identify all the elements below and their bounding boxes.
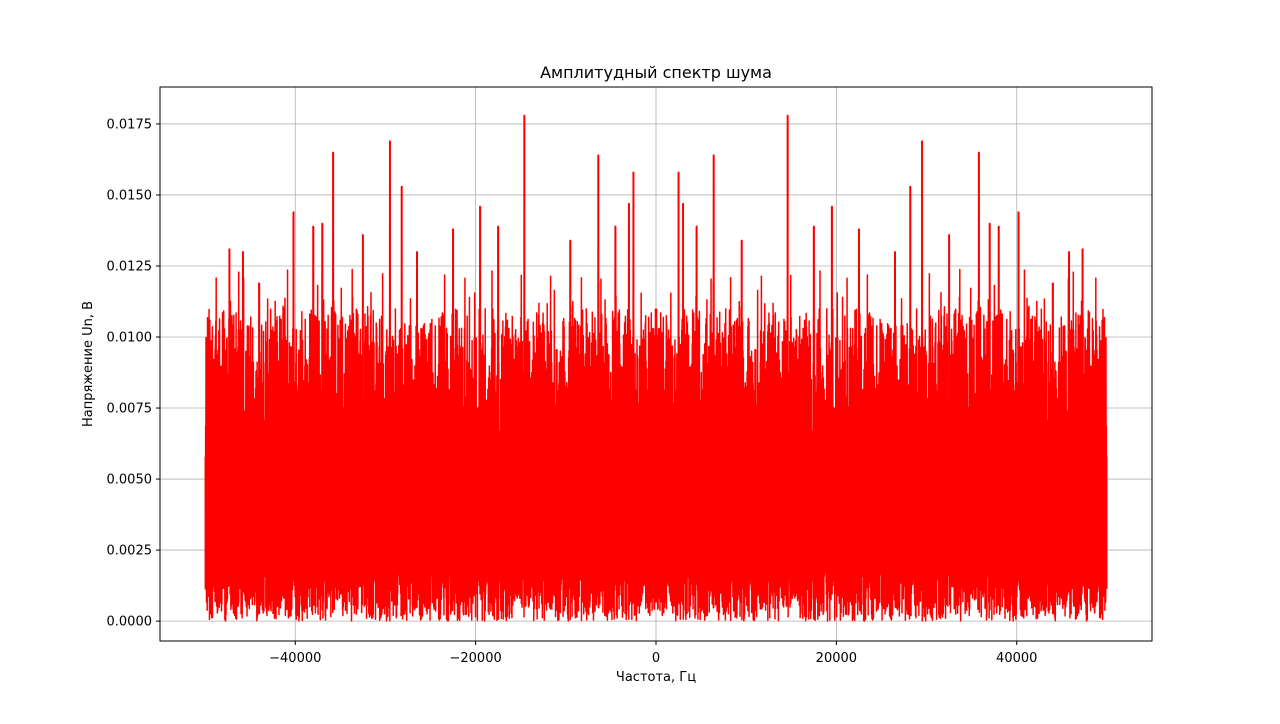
y-tick-label: 0.0000: [107, 615, 153, 630]
x-tick-label: 40000: [996, 651, 1037, 666]
y-tick-label: 0.0100: [107, 331, 153, 346]
x-axis-label: Частота, Гц: [616, 670, 696, 685]
chart-title: Амплитудный спектр шума: [540, 63, 772, 82]
y-tick-label: 0.0075: [107, 402, 153, 417]
x-axis-ticks: −40000 −20000 0 20000 40000: [269, 641, 1037, 666]
y-tick-label: 0.0050: [107, 473, 153, 488]
y-axis-label: Напряжение Un, В: [81, 301, 96, 427]
y-tick-label: 0.0175: [107, 117, 153, 132]
y-tick-label: 0.0125: [107, 259, 153, 274]
y-tick-label: 0.0025: [107, 544, 153, 559]
spectrum-line: [204, 114, 1108, 622]
y-axis-ticks: 0.0000 0.0025 0.0050 0.0075 0.0100 0.0125 0.01…: [107, 117, 160, 630]
series-layer: [204, 114, 1108, 622]
x-tick-label: −40000: [269, 651, 321, 666]
y-tick-label: 0.0150: [107, 188, 153, 203]
x-tick-label: 0: [652, 651, 660, 666]
x-tick-label: −20000: [450, 651, 502, 666]
x-tick-label: 20000: [816, 651, 857, 666]
